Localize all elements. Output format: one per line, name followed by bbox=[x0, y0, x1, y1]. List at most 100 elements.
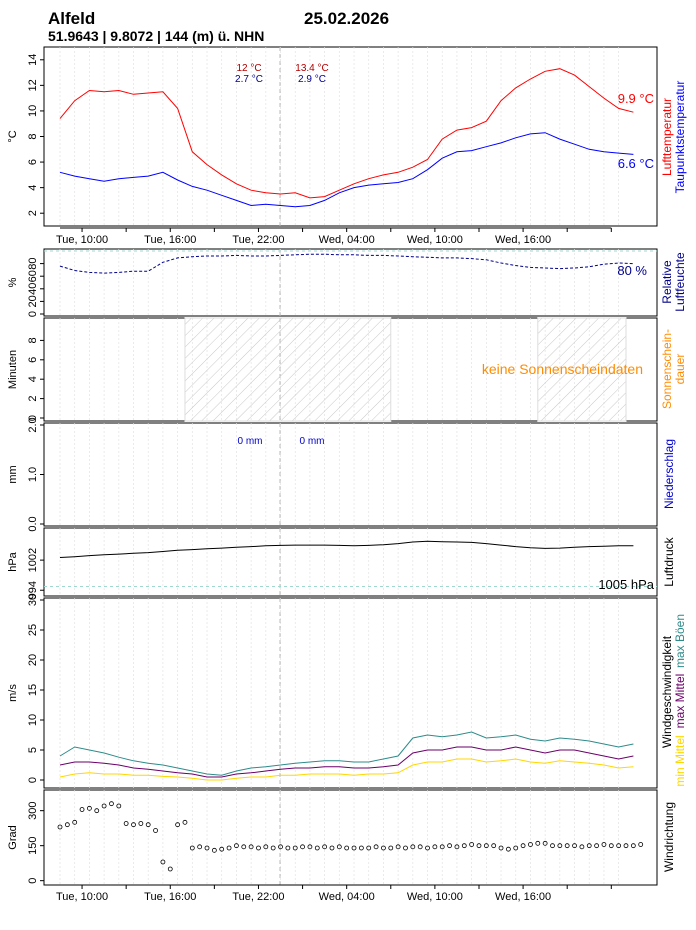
wind-direction-point bbox=[520, 843, 526, 849]
precip-sum-2: 0 mm bbox=[300, 436, 325, 447]
current-temperature: 9.9 °C bbox=[618, 91, 654, 106]
time-axis: Tue, 10:00 Tue, 16:00 Tue, 22:00 Wed, 04:00… bbox=[56, 227, 612, 246]
wind-direction-point bbox=[116, 803, 122, 809]
wind-direction-point bbox=[608, 843, 614, 849]
humidity-line bbox=[59, 253, 634, 274]
y-tick-label: 6 bbox=[27, 159, 39, 165]
sunshine-side-label-1: Sonnenschein- bbox=[660, 329, 674, 409]
wind-direction-point bbox=[623, 843, 629, 849]
wind-direction-point bbox=[601, 842, 607, 847]
time-tick-label: Wed, 04:00 bbox=[319, 234, 375, 246]
wind-direction-point bbox=[101, 803, 107, 809]
current-humidity: 80 % bbox=[617, 263, 647, 278]
wind-direction-point bbox=[79, 807, 85, 812]
wind-direction-point bbox=[226, 845, 232, 851]
wind-direction-point bbox=[292, 845, 298, 851]
dew-annotation-2: 2.9 °C bbox=[298, 74, 326, 85]
time-tick-label: Wed, 10:00 bbox=[407, 891, 463, 903]
y-tick-label: 20 bbox=[27, 295, 39, 307]
y-tick-label: 30 bbox=[27, 594, 39, 606]
time-tick-label: Wed, 16:00 bbox=[495, 234, 551, 246]
precipitation-panel: 0.0 1.0 2.0 mm 0 mm 0 mm Niederschlag bbox=[7, 417, 676, 531]
y-tick-label: 10 bbox=[27, 105, 39, 117]
y-tick-label: 80 bbox=[27, 257, 39, 269]
wind-direction-point bbox=[145, 822, 151, 828]
wind-frame bbox=[43, 597, 658, 789]
wind-direction-point bbox=[175, 822, 181, 828]
precip-sum-1: 0 mm bbox=[238, 436, 263, 447]
humidity-side-label-2: Luftfeuchte bbox=[673, 252, 687, 312]
time-axis: Tue, 10:00 Tue, 16:00 Tue, 22:00 Wed, 04:00… bbox=[56, 884, 612, 903]
wind-direction-point bbox=[138, 821, 144, 826]
current-dewpoint: 6.6 °C bbox=[618, 156, 654, 171]
wind-direction-point bbox=[373, 844, 379, 850]
wind-direction-point bbox=[586, 843, 592, 849]
wind-direction-point bbox=[594, 843, 599, 849]
wind-direction-point bbox=[358, 845, 364, 851]
time-tick-label: Tue, 16:00 bbox=[144, 891, 196, 903]
wind-direction-point bbox=[616, 843, 622, 849]
time-tick-label: Tue, 10:00 bbox=[56, 234, 108, 246]
pressure-unit-label: hPa bbox=[7, 551, 19, 571]
sunshine-side-label-2: dauer bbox=[673, 354, 687, 385]
y-tick-label: 40 bbox=[27, 283, 39, 295]
wind-direction-point bbox=[123, 821, 129, 826]
y-tick-label: 2 bbox=[27, 210, 39, 216]
wind-direction-point bbox=[160, 859, 166, 865]
dewpoint-line bbox=[59, 132, 634, 208]
sunshine-unit-label: Minuten bbox=[7, 350, 19, 389]
dewpoint-side-label: Taupunktstemperatur bbox=[673, 81, 687, 194]
y-tick-label: 14 bbox=[27, 54, 39, 66]
wind-direction-point bbox=[557, 843, 563, 849]
wind-direction-point bbox=[381, 845, 386, 851]
wind-direction-point bbox=[417, 844, 423, 850]
no-sunshine-data: keine Sonnenscheindaten bbox=[482, 361, 643, 377]
temperature-unit-label: °C bbox=[7, 130, 19, 142]
wind-direction-point bbox=[454, 844, 460, 850]
time-tick-label: Wed, 10:00 bbox=[407, 234, 463, 246]
y-tick-label: 5 bbox=[27, 747, 39, 753]
wind-min-mean-label: min Mittel bbox=[673, 735, 687, 786]
wind-unit-label: m/s bbox=[7, 684, 19, 702]
wind-direction-point bbox=[388, 845, 394, 851]
y-tick-label: 0 bbox=[27, 878, 39, 884]
temperature-frame bbox=[43, 46, 658, 227]
y-tick-label: 15 bbox=[27, 684, 39, 696]
wind-direction-point bbox=[550, 843, 555, 849]
y-tick-label: 8 bbox=[27, 337, 39, 343]
report-date: 25.02.2026 bbox=[304, 9, 389, 28]
direction-unit-label: Grad bbox=[7, 825, 19, 849]
wind-direction-point bbox=[234, 843, 239, 849]
wind-direction-point bbox=[483, 843, 489, 849]
wind-direction-point bbox=[197, 844, 203, 850]
wind-direction-point bbox=[131, 822, 136, 828]
y-tick-label: 25 bbox=[27, 624, 39, 636]
direction-panel: 0 150 300 Grad Windrichtung bbox=[7, 789, 676, 886]
y-tick-label: 1002 bbox=[27, 548, 39, 572]
wind-gust-label: max Böen bbox=[673, 614, 687, 668]
wind-direction-point bbox=[505, 846, 511, 852]
wind-direction-point bbox=[491, 843, 497, 849]
wind-direction-point bbox=[461, 843, 467, 849]
time-tick-label: Tue, 16:00 bbox=[144, 234, 196, 246]
wind-direction-point bbox=[109, 801, 114, 807]
wind-direction-point bbox=[248, 844, 254, 850]
y-tick-label: 12 bbox=[27, 79, 39, 91]
wind-direction-point bbox=[182, 819, 188, 825]
y-tick-label: 2 bbox=[27, 396, 39, 402]
wind-direction-point bbox=[57, 824, 63, 830]
wind-direction-point bbox=[285, 845, 291, 851]
y-tick-label: 8 bbox=[27, 133, 39, 139]
station-coordinates: 51.9643 | 9.8072 | 144 (m) ü. NHN bbox=[48, 28, 264, 44]
y-tick-label: 6 bbox=[27, 357, 39, 363]
y-tick-label: 4 bbox=[27, 185, 39, 191]
wind-direction-point bbox=[579, 844, 585, 850]
humidity-frame bbox=[43, 248, 658, 317]
wind-direction-point bbox=[241, 844, 247, 850]
direction-frame bbox=[43, 789, 658, 886]
y-tick-label: 0 bbox=[27, 311, 39, 317]
temp-annotation-1: 12 °C bbox=[236, 63, 261, 74]
wind-direction-point bbox=[513, 845, 519, 851]
time-tick-label: Tue, 22:00 bbox=[232, 234, 284, 246]
